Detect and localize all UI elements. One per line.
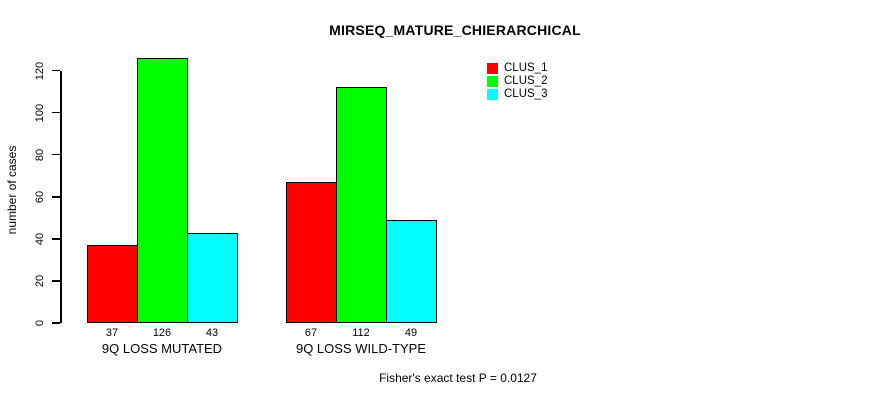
y-axis-tick bbox=[52, 322, 60, 324]
y-tick-label: 120 bbox=[34, 61, 46, 80]
y-tick-label: 100 bbox=[34, 103, 46, 122]
legend-item-clus-2: CLUS_2 bbox=[487, 75, 547, 88]
bar-value-label: 67 bbox=[304, 327, 318, 339]
y-tick-label: 40 bbox=[34, 232, 46, 245]
bar-clus_3-group2 bbox=[386, 220, 437, 323]
legend-label-clus-3: CLUS_3 bbox=[504, 88, 548, 100]
legend-swatch-clus-2-icon bbox=[487, 76, 498, 87]
legend-item-clus-1: CLUS_1 bbox=[487, 62, 547, 75]
x-category-label: 9Q LOSS MUTATED bbox=[101, 341, 223, 356]
y-axis-tick bbox=[52, 153, 60, 156]
legend-swatch-clus-1-icon bbox=[487, 63, 498, 74]
bar-clus_2-group1 bbox=[137, 58, 188, 323]
bar-value-label: 126 bbox=[152, 327, 172, 339]
bar-value-label: 37 bbox=[105, 327, 119, 339]
bar-clus_2-group2 bbox=[336, 87, 387, 323]
legend-label-clus-2: CLUS_2 bbox=[504, 75, 548, 87]
legend-label-clus-1: CLUS_1 bbox=[504, 62, 548, 74]
y-tick-label: 80 bbox=[34, 148, 46, 161]
fisher-test-annotation: Fisher's exact test P = 0.0127 bbox=[379, 371, 537, 385]
y-axis-tick bbox=[52, 280, 60, 282]
bar-value-label: 112 bbox=[352, 327, 370, 339]
y-tick-label: 20 bbox=[34, 274, 46, 288]
bar-clus_3-group1 bbox=[187, 233, 238, 323]
y-axis-tick bbox=[52, 111, 60, 114]
y-tick-label: 0 bbox=[34, 319, 46, 327]
y-axis-line bbox=[60, 70, 62, 323]
y-tick-label: 60 bbox=[34, 190, 46, 203]
chart-title: MIRSEQ_MATURE_CHIERARCHICAL bbox=[329, 22, 581, 38]
y-axis-tick bbox=[52, 238, 60, 240]
y-axis-label: number of cases bbox=[5, 145, 19, 235]
bar-clus_1-group1 bbox=[87, 245, 138, 323]
x-category-label: 9Q LOSS WILD-TYPE bbox=[295, 341, 427, 356]
bar-clus_1-group2 bbox=[286, 182, 337, 323]
bar-value-label: 49 bbox=[404, 327, 418, 339]
legend-swatch-clus-3-icon bbox=[487, 89, 498, 100]
y-axis-tick bbox=[52, 69, 60, 72]
legend: CLUS_1 CLUS_2 CLUS_3 bbox=[487, 62, 547, 101]
legend-item-clus-3: CLUS_3 bbox=[487, 88, 547, 101]
bar-value-label: 43 bbox=[205, 327, 219, 339]
y-axis-tick bbox=[52, 196, 60, 198]
